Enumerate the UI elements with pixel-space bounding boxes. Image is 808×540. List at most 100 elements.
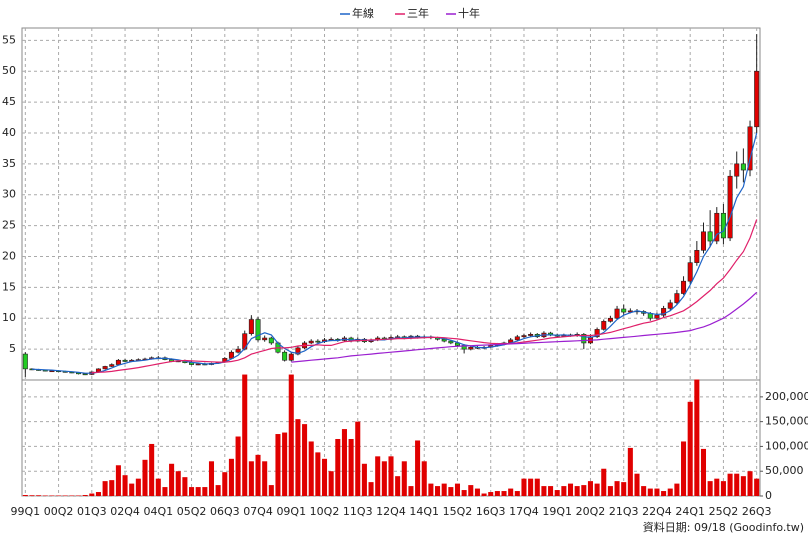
volume-bar xyxy=(647,488,653,496)
volume-bar xyxy=(235,436,241,496)
volume-bar xyxy=(415,440,421,496)
volume-bar xyxy=(355,421,361,496)
volume-bar xyxy=(541,486,547,496)
volume-bar xyxy=(614,481,620,496)
legend-label: 十年 xyxy=(458,6,480,20)
volume-bar xyxy=(561,486,567,496)
volume-bar xyxy=(401,461,407,496)
x-tick-label: 15Q2 xyxy=(443,505,473,518)
candle-body xyxy=(521,335,527,338)
volume-bar xyxy=(734,473,740,496)
x-tick-label: 06Q3 xyxy=(210,505,240,518)
volume-bar xyxy=(607,486,613,496)
ma-line xyxy=(291,291,758,363)
volume-bar xyxy=(707,481,713,496)
candle-body xyxy=(700,231,706,251)
volume-bar xyxy=(335,438,341,496)
volume-bar xyxy=(368,482,374,496)
candle-body xyxy=(255,319,261,341)
volume-bar xyxy=(454,483,461,496)
candle-body xyxy=(308,340,314,344)
y-tick-label: 10 xyxy=(2,311,16,324)
x-tick-label: 04Q1 xyxy=(143,505,173,518)
candle-body xyxy=(102,366,108,370)
volume-bar xyxy=(388,456,394,496)
volume-bar xyxy=(102,481,108,496)
x-tick-label: 19Q1 xyxy=(542,505,572,518)
candle-body xyxy=(454,342,460,346)
candle-body xyxy=(448,340,454,344)
volume-bar xyxy=(727,473,733,496)
volume-bar xyxy=(700,448,707,496)
volume-bar xyxy=(288,374,294,496)
volume-bar xyxy=(262,461,268,496)
volume-bar xyxy=(521,478,527,496)
volume-bar xyxy=(687,401,693,496)
legend-label: 年線 xyxy=(352,6,374,20)
candle-body xyxy=(754,70,760,128)
volume-bar xyxy=(594,483,600,496)
y-tick-label: 50 xyxy=(2,64,16,77)
volume-bar xyxy=(408,486,414,496)
volume-bar xyxy=(89,493,95,496)
volume-bar xyxy=(202,487,208,496)
volume-bar xyxy=(554,490,560,496)
volume-bar xyxy=(109,480,115,496)
x-tick-label: 09Q1 xyxy=(276,505,306,518)
candle-body xyxy=(601,321,607,330)
volume-bar xyxy=(694,379,700,496)
y-tick-label: 5 xyxy=(9,342,16,355)
candle-body xyxy=(720,212,726,239)
candle-body xyxy=(707,231,713,242)
candle-body xyxy=(694,250,700,263)
candle-body xyxy=(235,348,241,353)
y2-tick-label: 100,000 xyxy=(765,439,808,452)
volume-bar xyxy=(441,483,447,496)
volume-bar xyxy=(654,488,660,496)
x-tick-label: 17Q4 xyxy=(509,505,539,518)
y-tick-label: 20 xyxy=(2,249,16,262)
volume-bar xyxy=(348,438,354,496)
volume-bar xyxy=(421,461,427,496)
volume-bar xyxy=(634,473,640,496)
candle-body xyxy=(681,280,687,294)
volume-bar xyxy=(82,495,88,496)
x-tick-label: 11Q3 xyxy=(343,505,373,518)
volume-bar xyxy=(494,491,500,496)
volume-bar xyxy=(189,487,195,496)
volume-bar xyxy=(22,495,28,496)
volume-bar xyxy=(514,491,520,496)
x-tick-label: 22Q4 xyxy=(642,505,672,518)
candle-body xyxy=(288,353,294,361)
candle-body xyxy=(674,293,680,304)
volume-bar xyxy=(29,495,35,496)
candle-body xyxy=(195,363,201,366)
volume-bar xyxy=(395,476,401,496)
volume-bar xyxy=(361,463,367,496)
candle-body xyxy=(614,308,620,319)
candle-body xyxy=(282,351,288,361)
volume-bar xyxy=(321,458,328,496)
candle-body xyxy=(627,310,633,313)
candle-body xyxy=(248,319,254,334)
volume-bar xyxy=(567,483,574,496)
volume-bar xyxy=(754,478,760,496)
volume-bar xyxy=(740,476,746,496)
candle-body xyxy=(654,314,660,319)
y2-tick-label: 150,000 xyxy=(765,415,808,428)
volume-bar xyxy=(228,458,234,496)
candle-body xyxy=(607,317,613,322)
volume-bar xyxy=(95,492,101,496)
ma-line xyxy=(91,219,758,374)
volume-bar xyxy=(381,461,387,496)
volume-bar xyxy=(714,478,720,496)
candle-body xyxy=(268,337,274,344)
volume-bar xyxy=(169,463,175,496)
x-tick-label: 20Q2 xyxy=(576,505,606,518)
y-tick-label: 55 xyxy=(2,33,16,46)
candle-body xyxy=(262,337,268,341)
candle-body xyxy=(315,340,321,343)
volume-bar xyxy=(681,441,687,496)
volume-bar xyxy=(667,488,673,496)
